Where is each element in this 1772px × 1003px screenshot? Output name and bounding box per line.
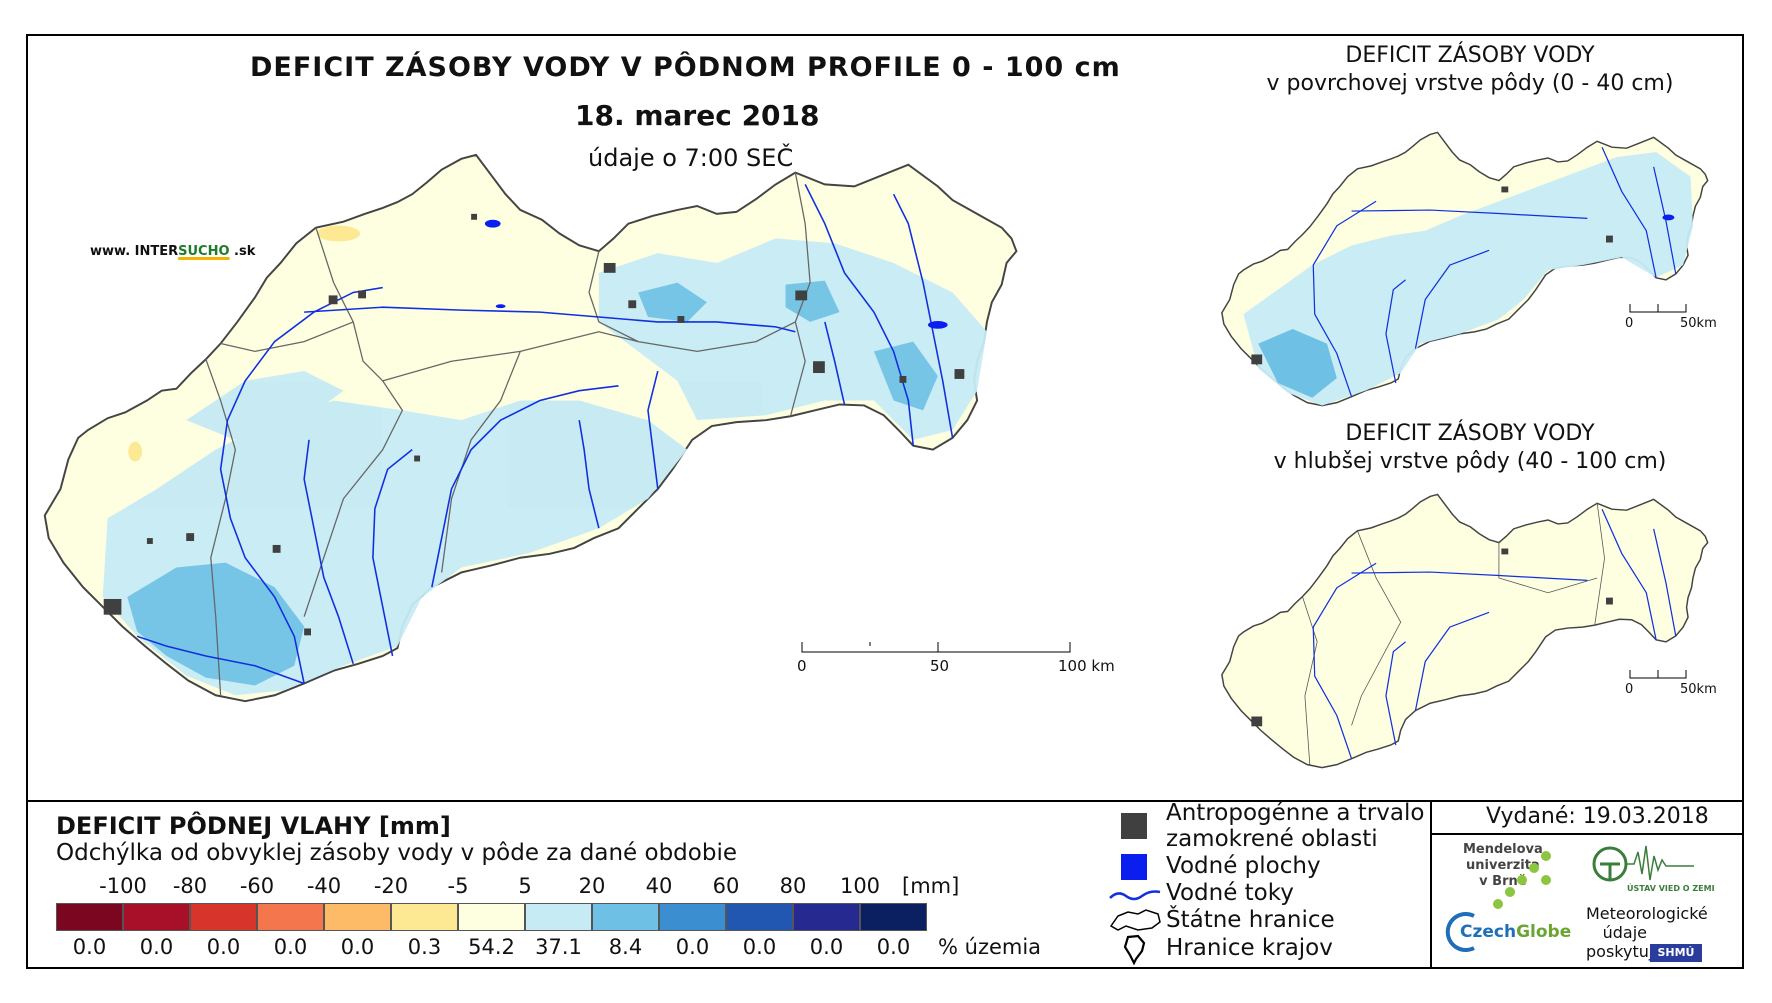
legend-boundary-3: -40 — [306, 874, 342, 898]
legend-boundary-10: 80 — [779, 874, 807, 898]
legend-boundary-0: -100 — [99, 874, 147, 898]
main-scale-label-0: 0 — [797, 657, 807, 675]
legend-title: DEFICIT PÔDNEJ VLAHY [mm] — [56, 812, 451, 840]
inset-bottom-scale-50: 50km — [1680, 682, 1717, 697]
legend-percentage-10: 0.0 — [742, 935, 777, 959]
legend-percentage-9: 0.0 — [675, 935, 710, 959]
inset-top-scale-0: 0 — [1625, 316, 1634, 331]
czechglobe-logo-text: CzechGlobe — [1460, 922, 1572, 942]
water-body-swatch — [1121, 854, 1147, 880]
inset-top-scale-50: 50km — [1680, 316, 1717, 331]
legend-percentage-1: 0.0 — [139, 935, 174, 959]
symbol-label-water: Vodné plochy — [1166, 853, 1321, 879]
inset-bottom-scale-bar — [1629, 670, 1687, 679]
legend-swatch-6 — [458, 903, 525, 931]
legend-boundary-9: 60 — [712, 874, 740, 898]
symbol-label-rivers: Vodné toky — [1166, 880, 1294, 906]
legend-boundary-6: 5 — [518, 874, 532, 898]
legend-swatch-10 — [726, 903, 793, 931]
map-date: 18. marec 2018 — [575, 99, 820, 132]
legend-boundary-8: 40 — [645, 874, 673, 898]
slovakia-main-map — [43, 153, 1018, 703]
legend-boundary-11: 100 — [839, 874, 881, 898]
inset-top-title: DEFICIT ZÁSOBY VODY v povrchovej vrstve p… — [1266, 43, 1674, 96]
legend-percentage-0: 0.0 — [72, 935, 107, 959]
uvz-logo — [1592, 845, 1694, 882]
inset-bottom-scale-0: 0 — [1625, 682, 1634, 697]
inset-top-map — [1221, 131, 1709, 407]
urban-area-swatch — [1121, 813, 1147, 839]
legend-percentage-7: 37.1 — [535, 935, 582, 959]
legend-percentage-11: 0.0 — [809, 935, 844, 959]
legend-percentage-4: 0.0 — [340, 935, 375, 959]
symbol-label-urban-2: zamokrené oblasti — [1166, 826, 1378, 852]
legend-vertical-separator — [1430, 800, 1432, 969]
symbol-label-urban: Antropogénne a trvalo — [1166, 800, 1425, 826]
inset-top-scale-bar — [1629, 304, 1687, 313]
main-scale-bar — [801, 642, 1071, 653]
shmu-logo: SHMÚ — [1650, 944, 1702, 962]
uvz-logo-text: ÚSTAV VIED O ZEMI — [1627, 884, 1715, 893]
river-swatch — [1109, 890, 1161, 901]
legend-swatch-9 — [659, 903, 726, 931]
inset-bottom-title: DEFICIT ZÁSOBY VODY v hlubšej vrstve pôdy… — [1273, 421, 1667, 474]
legend-swatch-4 — [324, 903, 391, 931]
legend-boundary-7: 20 — [578, 874, 606, 898]
legend-separator — [26, 800, 1744, 802]
legend-subtitle: Odchýlka od obvyklej zásoby vody v pôde … — [56, 840, 737, 866]
mendel-logo-text: Mendelova univerzita v Brně — [1463, 842, 1543, 889]
legend-boundary-2: -60 — [239, 874, 275, 898]
legend-pct-unit: % územia — [938, 935, 1042, 959]
region-border-swatch — [1123, 934, 1146, 966]
legend-swatch-1 — [123, 903, 190, 931]
legend-unit: [mm] — [902, 874, 960, 898]
legend-swatch-8 — [592, 903, 659, 931]
legend-swatch-11 — [793, 903, 860, 931]
issued-date: Vydané: 19.03.2018 — [1486, 804, 1709, 829]
legend-swatch-3 — [257, 903, 324, 931]
legend-boundary-1: -80 — [172, 874, 208, 898]
legend-swatch-2 — [190, 903, 257, 931]
website-link[interactable]: www. INTERSUCHO .sk — [90, 244, 256, 259]
symbol-label-border: Štátne hranice — [1166, 907, 1335, 933]
inset-bottom-map — [1221, 493, 1709, 769]
main-scale-label-50: 50 — [930, 657, 950, 675]
legend-percentage-5: 0.3 — [407, 935, 442, 959]
main-scale-label-100: 100 km — [1058, 657, 1115, 675]
mendel-logo-dots — [1493, 851, 1551, 909]
legend-swatch-0 — [56, 903, 123, 931]
legend-boundary-5: -5 — [447, 874, 469, 898]
legend-swatch-7 — [525, 903, 592, 931]
legend-swatch-12 — [860, 903, 927, 931]
legend-percentage-8: 8.4 — [608, 935, 643, 959]
time-note: údaje o 7:00 SEČ — [588, 144, 794, 172]
symbol-label-regions: Hranice krajov — [1166, 935, 1333, 961]
legend-percentage-12: 0.0 — [876, 935, 911, 959]
main-map — [43, 153, 1018, 703]
issued-separator — [1430, 833, 1744, 835]
legend-percentage-6: 54.2 — [468, 935, 515, 959]
legend-percentage-2: 0.0 — [206, 935, 241, 959]
legend-boundary-4: -20 — [373, 874, 409, 898]
czechglobe-logo-mark — [1445, 912, 1475, 952]
met-data-credit: Meteorologické údaje poskytuje: — [1586, 904, 1708, 961]
state-border-swatch — [1109, 909, 1161, 931]
legend-percentage-3: 0.0 — [273, 935, 308, 959]
legend-swatch-5 — [391, 903, 458, 931]
main-title: DEFICIT ZÁSOBY VODY V PÔDNOM PROFILE 0 -… — [250, 52, 1121, 83]
